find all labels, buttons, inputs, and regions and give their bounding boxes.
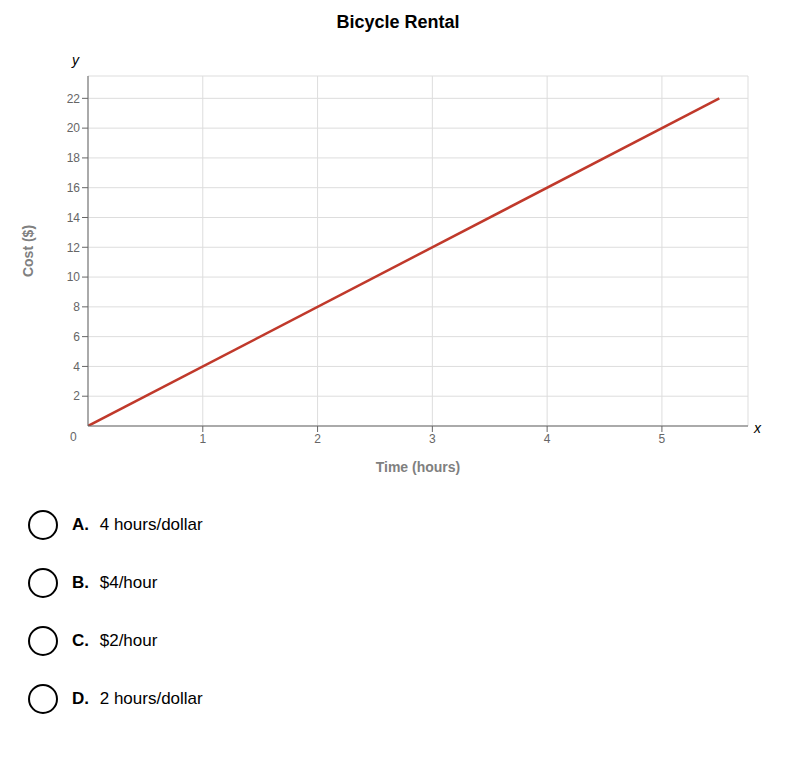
svg-text:Cost ($): Cost ($) <box>20 225 36 277</box>
svg-text:10: 10 <box>67 270 81 284</box>
html-text:0: 0 <box>70 430 77 444</box>
svg-text:20: 20 <box>67 121 81 135</box>
svg-text:6: 6 <box>73 330 80 344</box>
html-text:y: y <box>72 52 79 68</box>
html-text:B. $4/hour: B. $4/hour <box>72 573 158 592</box>
svg-text:18: 18 <box>67 151 81 165</box>
svg-text:3: 3 <box>429 432 436 446</box>
svg-text:5: 5 <box>659 432 666 446</box>
html-text:D. 2 hours/dollar: D. 2 hours/dollar <box>72 689 203 708</box>
html-text:x: x <box>754 420 761 436</box>
svg-text:8: 8 <box>73 300 80 314</box>
svg-text:1: 1 <box>199 432 206 446</box>
svg-text:14: 14 <box>67 211 81 225</box>
svg-text:Time (hours): Time (hours) <box>376 459 461 475</box>
svg-text:2: 2 <box>314 432 321 446</box>
html-text:A. 4 hours/dollar: A. 4 hours/dollar <box>72 515 203 534</box>
html-text:C. $2/hour: C. $2/hour <box>72 631 158 650</box>
svg-text:2: 2 <box>73 389 80 403</box>
svg-text:22: 22 <box>67 92 81 106</box>
svg-text:4: 4 <box>73 360 80 374</box>
svg-text:12: 12 <box>67 241 81 255</box>
svg-text:16: 16 <box>67 181 81 195</box>
svg-text:4: 4 <box>544 432 551 446</box>
html-text:Bicycle Rental: Bicycle Rental <box>336 12 460 32</box>
